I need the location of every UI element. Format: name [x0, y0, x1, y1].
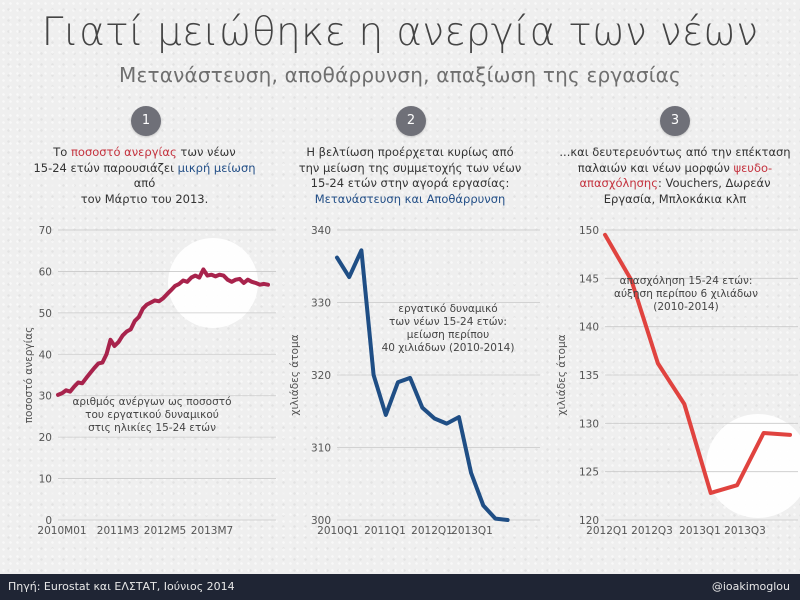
x-tick-label: 2013Q3: [724, 525, 766, 537]
y-tick-label: 0: [45, 515, 52, 527]
x-tick-label: 2011M3: [97, 525, 139, 537]
y-tick-label: 140: [579, 322, 599, 334]
highlight-halo: [706, 414, 800, 518]
footer-bar: Πηγή: Eurostat και ΕΛΣΤΑΤ, Ιούνιος 2014 …: [0, 574, 800, 600]
page-title: Γιατί μειώθηκε η ανεργία των νέων: [41, 10, 759, 55]
y-tick-label: 150: [579, 225, 599, 237]
page-subtitle: Μετανάστευση, αποθάρρυνση, απαξίωση της …: [119, 63, 681, 87]
annotation-line: 40 χιλιάδων (2010-2014): [382, 342, 515, 354]
source-note: Πηγή: Eurostat και ΕΛΣΤΑΤ, Ιούνιος 2014: [8, 580, 235, 593]
series-line: [335, 248, 510, 522]
y-tick-label: 120: [579, 515, 599, 527]
annotation-line: μείωση περίπου: [407, 329, 489, 341]
series-line: [56, 267, 270, 397]
y-tick-label: 130: [579, 418, 599, 430]
chart-unemployment-rate: 0 10 20 30 40 50 60 70 2010M01 2011M3 2012M5 2013M7…: [23, 225, 276, 537]
x-tick-label: 2011Q1: [364, 525, 406, 537]
y-tick-label: 50: [39, 308, 52, 320]
annotation-line: εργατικό δυναμικό: [398, 303, 497, 315]
y-tick-label: 60: [39, 266, 52, 278]
x-tick-label: 2013Q1: [451, 525, 493, 537]
y-axis-label: χιλιάδες άτομα: [556, 334, 568, 415]
highlight-migration-discouragement: Μετανάστευση και Αποθάρρυνση: [314, 191, 506, 206]
y-tick-label: 310: [311, 443, 331, 455]
x-tick-label: 2010Q1: [317, 525, 359, 537]
y-tick-label: 20: [39, 432, 52, 444]
author-handle[interactable]: @ioakimoglou: [711, 580, 790, 593]
x-tick-label: 2012Q3: [631, 525, 673, 537]
series-line: [603, 232, 792, 495]
y-tick-label: 320: [311, 370, 331, 382]
x-tick-label: 2013Q1: [679, 525, 721, 537]
x-tick-label: 2012Q1: [411, 525, 453, 537]
panel-3-number-badge: 3: [660, 106, 690, 136]
y-axis-label: χιλιάδες άτομα: [289, 334, 301, 415]
x-tick-label: 2012Q1: [586, 525, 628, 537]
y-tick-label: 300: [311, 515, 331, 527]
panel-1-number-badge: 1: [131, 106, 161, 136]
y-tick-label: 10: [39, 474, 52, 486]
annotation-line: απασχόληση 15-24 ετών:: [620, 275, 753, 287]
x-tick-label: 2010M01: [37, 525, 86, 537]
y-tick-label: 330: [311, 298, 331, 310]
annotation-line: αύξηση περίπου 6 χιλιάδων: [614, 288, 758, 300]
annotation-line: αριθμός ανέργων ως ποσοστό: [72, 396, 231, 408]
y-tick-label: 125: [579, 467, 599, 479]
highlight-small-decrease: μικρή μείωση: [177, 160, 256, 175]
highlight-halo: [168, 238, 258, 328]
chart-employment: 120 125 130 135 140 145 150 2012Q1 2012Q3 2013Q1 2…: [556, 225, 800, 537]
annotation-line: στις ηλικίες 15-24 ετών: [88, 422, 216, 434]
y-tick-label: 70: [39, 225, 52, 237]
y-tick-label: 340: [311, 225, 331, 237]
highlight-pseudo-employment: ψευδο-: [733, 160, 773, 175]
panel-3-description: ...και δευτερευόντως από την επέκταση πα…: [559, 145, 791, 206]
panel-2-description: Η βελτίωση προέρχεται κυρίως από την μεί…: [290, 145, 530, 207]
panel-1-description: Το ποσοστό ανεργίας των νέων 15-24 ετών …: [33, 145, 256, 206]
annotation-line: των νέων 15-24 ετών:: [389, 316, 507, 328]
y-tick-label: 135: [579, 370, 599, 382]
y-tick-label: 30: [39, 391, 52, 403]
panel-2-number-badge: 2: [396, 106, 426, 136]
highlight-unemployment-rate: ποσοστό ανεργίας: [70, 145, 177, 159]
x-tick-label: 2012M5: [144, 525, 186, 537]
y-axis-label: ποσοστό ανεργίας: [23, 327, 35, 424]
x-tick-label: 2013M7: [191, 525, 233, 537]
annotation-line: του εργατικού δυναμικού: [85, 409, 219, 421]
y-tick-label: 40: [39, 349, 52, 361]
y-tick-label: 145: [579, 273, 599, 285]
annotation-line: (2010-2014): [653, 301, 718, 313]
